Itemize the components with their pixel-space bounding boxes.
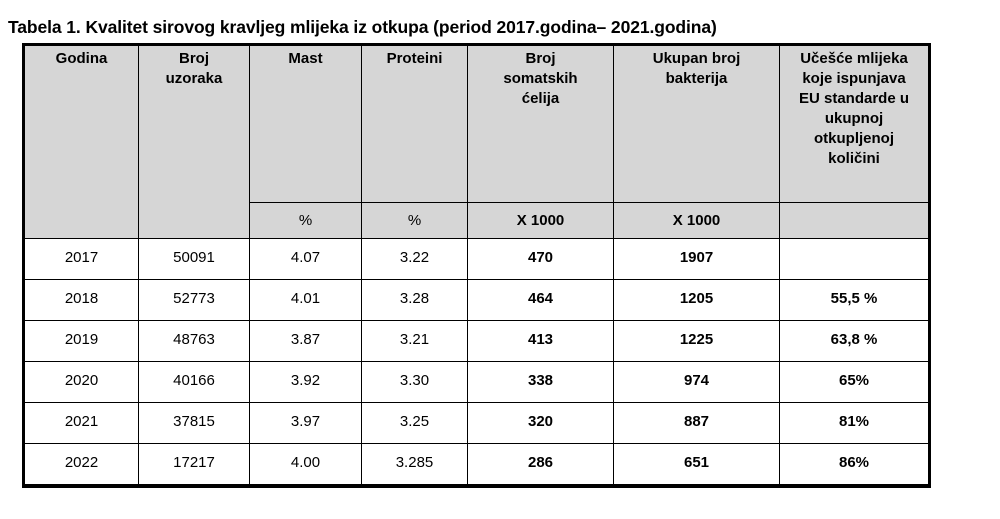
col-somatske-celije-cell: 464	[467, 279, 614, 321]
col-bakterije-cell: 1225	[613, 320, 780, 362]
col-bakterije-unit: X 1000	[613, 202, 780, 239]
col-broj-uzoraka-cell: 48763	[138, 320, 250, 362]
col-broj-uzoraka-cell: 50091	[138, 238, 250, 280]
table-row: 2020 40166 3.92 3.30 338 974 65%	[24, 361, 929, 403]
col-godina-unit	[24, 202, 139, 239]
col-mast-cell: 4.07	[249, 238, 362, 280]
col-proteini-cell: 3.285	[361, 443, 468, 485]
col-eu-standard-cell: 65%	[779, 361, 929, 403]
col-proteini-cell: 3.25	[361, 402, 468, 444]
table-row: 2022 17217 4.00 3.285 286 651 86%	[24, 443, 929, 485]
col-proteini-cell: 3.30	[361, 361, 468, 403]
col-bakterije-cell: 651	[613, 443, 780, 485]
col-godina-cell: 2019	[24, 320, 139, 362]
col-eu-standard-cell: 63,8 %	[779, 320, 929, 362]
col-mast-header: Mast	[249, 45, 362, 203]
header-row: Godina Broj uzoraka Mast Proteini Broj somat…	[24, 45, 929, 203]
quality-table-frame: Godina Broj uzoraka Mast Proteini Broj somat…	[22, 43, 931, 488]
col-eu-standard-unit	[779, 202, 929, 239]
col-broj-uzoraka-header: Broj uzoraka	[138, 45, 250, 203]
col-proteini-cell: 3.22	[361, 238, 468, 280]
col-broj-uzoraka-cell: 37815	[138, 402, 250, 444]
col-proteini-header: Proteini	[361, 45, 468, 203]
table-title: Tabela 1. Kvalitet sirovog kravljeg mlij…	[8, 17, 717, 37]
col-mast-cell: 3.92	[249, 361, 362, 403]
table-row: 2021 37815 3.97 3.25 320 887 81%	[24, 402, 929, 444]
col-somatske-celije-cell: 286	[467, 443, 614, 485]
col-bakterije-cell: 1907	[613, 238, 780, 280]
col-eu-standard-cell: 55,5 %	[779, 279, 929, 321]
units-row: %% X 1000 X 1000	[24, 202, 929, 239]
col-godina-cell: 2017	[24, 238, 139, 280]
col-somatske-celije-cell: 338	[467, 361, 614, 403]
col-somatske-celije-cell: 320	[467, 402, 614, 444]
col-eu-standard-cell: 86%	[779, 443, 929, 485]
table-row: 2018 52773 4.01 3.28 464 1205 55,5 %	[24, 279, 929, 321]
col-godina-cell: 2018	[24, 279, 139, 321]
col-broj-uzoraka-cell: 40166	[138, 361, 250, 403]
col-bakterije-cell: 887	[613, 402, 780, 444]
col-bakterije-cell: 1205	[613, 279, 780, 321]
col-somatske-celije-header: Broj somatskih ćelija	[467, 45, 614, 203]
table-row: 2017 50091 4.07 3.22 470 1907	[24, 238, 929, 280]
col-mast-cell: 3.97	[249, 402, 362, 444]
col-godina-cell: 2020	[24, 361, 139, 403]
col-eu-standard-cell: 81%	[779, 402, 929, 444]
table-body: 2017 50091 4.07 3.22 470 1907 2018 52773 4.01 3.2…	[24, 238, 929, 485]
col-broj-uzoraka-cell: 52773	[138, 279, 250, 321]
col-eu-standard-header: Učešće mlijeka koje ispunjava EU standar…	[779, 45, 929, 203]
table-row: 2019 48763 3.87 3.21 413 1225 63,8 %	[24, 320, 929, 362]
col-bakterije-cell: 974	[613, 361, 780, 403]
col-godina-cell: 2022	[24, 443, 139, 485]
col-godina-cell: 2021	[24, 402, 139, 444]
col-eu-standard-cell	[779, 238, 929, 280]
col-mast-cell: 3.87	[249, 320, 362, 362]
col-proteini-cell: 3.28	[361, 279, 468, 321]
col-broj-uzoraka-unit	[138, 202, 250, 239]
col-somatske-celije-unit: X 1000	[467, 202, 614, 239]
col-somatske-celije-cell: 413	[467, 320, 614, 362]
col-proteini-unit: %	[361, 202, 468, 239]
milk-quality-table: Godina Broj uzoraka Mast Proteini Broj somat…	[24, 45, 929, 485]
col-broj-uzoraka-cell: 17217	[138, 443, 250, 485]
col-bakterije-header: Ukupan broj bakterija	[613, 45, 780, 203]
col-somatske-celije-cell: 470	[467, 238, 614, 280]
col-mast-cell: 4.01	[249, 279, 362, 321]
col-mast-cell: 4.00	[249, 443, 362, 485]
col-proteini-cell: 3.21	[361, 320, 468, 362]
col-mast-unit: %	[249, 202, 362, 239]
col-godina-header: Godina	[24, 45, 139, 203]
